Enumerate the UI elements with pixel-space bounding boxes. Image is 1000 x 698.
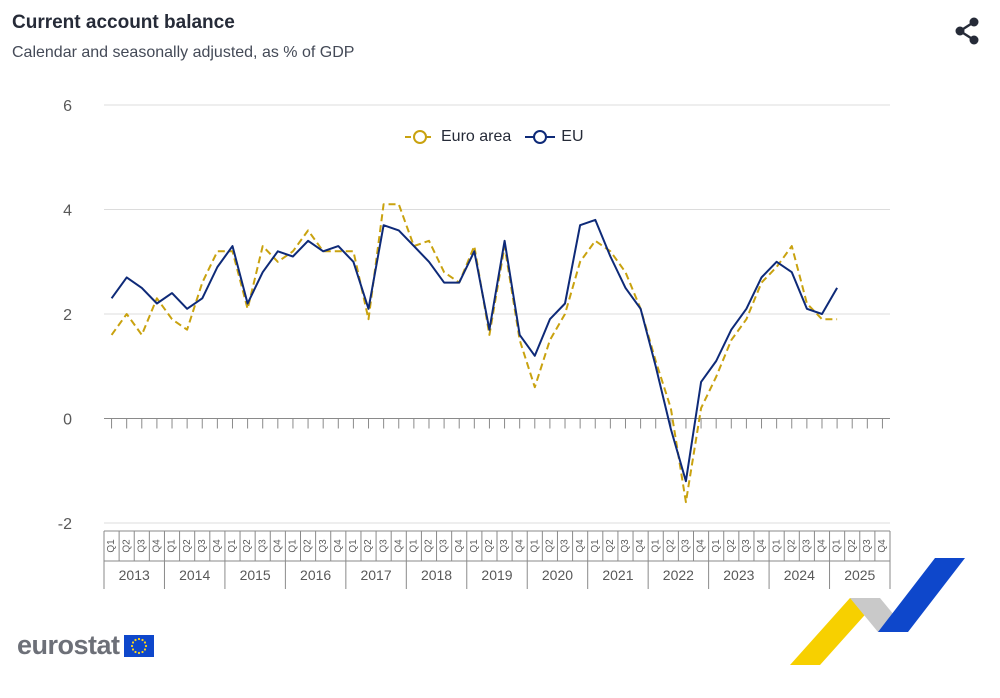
chart-legend: Euro area EU <box>405 124 584 150</box>
x-tick-label-quarter: Q2 <box>545 539 556 553</box>
x-tick-label-quarter: Q1 <box>348 539 359 553</box>
x-tick-label-quarter: Q3 <box>378 539 389 553</box>
x-tick-label-year: 2025 <box>844 567 875 583</box>
x-tick-label-quarter: Q4 <box>152 539 163 553</box>
x-tick-label-year: 2013 <box>119 567 150 583</box>
x-tick-label-quarter: Q3 <box>499 539 510 553</box>
x-tick-label-quarter: Q4 <box>454 539 465 553</box>
x-tick-label-quarter: Q4 <box>635 539 646 553</box>
x-tick-label-quarter: Q2 <box>182 539 193 553</box>
x-tick-label-quarter: Q4 <box>696 539 707 553</box>
x-tick-label-year: 2014 <box>179 567 210 583</box>
y-tick-label: -2 <box>58 516 72 533</box>
x-tick-label-quarter: Q3 <box>560 539 571 553</box>
x-tick-label-quarter: Q4 <box>393 539 404 553</box>
legend-marker-euro-area <box>405 130 435 144</box>
x-tick-label-year: 2022 <box>663 567 694 583</box>
x-tick-label-quarter: Q2 <box>847 539 858 553</box>
legend-label-eu: EU <box>561 128 584 145</box>
chart-title: Current account balance <box>12 12 235 33</box>
x-tick-label-quarter: Q2 <box>363 539 374 553</box>
x-tick-label-quarter: Q3 <box>318 539 329 553</box>
x-tick-label-quarter: Q2 <box>665 539 676 553</box>
y-tick-label: 0 <box>63 412 72 429</box>
x-tick-label-quarter: Q4 <box>817 539 828 553</box>
x-tick-label-quarter: Q1 <box>167 539 178 553</box>
x-tick-label-quarter: Q1 <box>409 539 420 553</box>
x-tick-label-year: 2015 <box>240 567 271 583</box>
eu-flag-icon <box>123 634 154 657</box>
y-tick-label: 6 <box>63 98 72 115</box>
x-tick-label-quarter: Q4 <box>514 539 525 553</box>
x-tick-label-year: 2017 <box>360 567 391 583</box>
x-tick-label-quarter: Q1 <box>832 539 843 553</box>
x-tick-label-quarter: Q2 <box>484 539 495 553</box>
x-tick-label-quarter: Q4 <box>756 539 767 553</box>
x-tick-label-quarter: Q3 <box>197 539 208 553</box>
x-tick-label-quarter: Q2 <box>605 539 616 553</box>
x-tick-label-quarter: Q2 <box>786 539 797 553</box>
legend-item-eu[interactable]: EU <box>525 127 584 147</box>
x-tick-label-quarter: Q1 <box>529 539 540 553</box>
eurostat-logo: eurostat <box>17 630 154 661</box>
x-tick-label-quarter: Q2 <box>121 539 132 553</box>
x-tick-label-quarter: Q2 <box>303 539 314 553</box>
x-tick-label-quarter: Q3 <box>620 539 631 553</box>
x-tick-label-quarter: Q1 <box>469 539 480 553</box>
x-tick-label-quarter: Q4 <box>333 539 344 553</box>
x-tick-label-quarter: Q1 <box>288 539 299 553</box>
x-tick-label-quarter: Q3 <box>862 539 873 553</box>
x-tick-label-quarter: Q3 <box>681 539 692 553</box>
x-tick-label-quarter: Q1 <box>650 539 661 553</box>
x-tick-label-year: 2021 <box>602 567 633 583</box>
x-tick-label-quarter: Q1 <box>227 539 238 553</box>
x-tick-label-quarter: Q4 <box>877 539 888 553</box>
x-tick-label-quarter: Q1 <box>771 539 782 553</box>
eurostat-ribbon-decoration <box>790 558 965 665</box>
x-tick-label-quarter: Q3 <box>802 539 813 553</box>
x-tick-label-quarter: Q2 <box>424 539 435 553</box>
x-tick-label-year: 2019 <box>481 567 512 583</box>
legend-label-euro-area: Euro area <box>441 128 512 145</box>
x-tick-label-quarter: Q1 <box>106 539 117 553</box>
x-tick-label-year: 2020 <box>542 567 573 583</box>
y-tick-label: 4 <box>63 203 72 220</box>
x-tick-label-quarter: Q3 <box>439 539 450 553</box>
x-tick-label-quarter: Q1 <box>590 539 601 553</box>
share-icon[interactable] <box>950 14 984 48</box>
chart-subtitle: Calendar and seasonally adjusted, as % o… <box>12 44 355 61</box>
line-chart: -2 0 2 4 6 Q1 Q2 Q3 Q4 Q1 Q2 Q3 Q4 Q1 Q2 Q3 Q4 Q1 Q2 Q3 Q4 Q1… <box>58 98 891 589</box>
series-line-euro-area <box>110 203 838 504</box>
x-tick-label-year: 2018 <box>421 567 452 583</box>
x-tick-label-quarter: Q3 <box>136 539 147 553</box>
series-line-eu <box>110 218 838 483</box>
y-tick-label: 2 <box>63 307 72 324</box>
x-tick-label-quarter: Q1 <box>711 539 722 553</box>
x-tick-label-quarter: Q3 <box>257 539 268 553</box>
legend-item-euro-area[interactable]: Euro area <box>405 127 511 147</box>
x-tick-label-year: 2024 <box>784 567 815 583</box>
x-tick-label-quarter: Q4 <box>575 539 586 553</box>
logo-text: eurostat <box>17 630 120 660</box>
x-tick-label-quarter: Q2 <box>726 539 737 553</box>
x-tick-label-quarter: Q3 <box>741 539 752 553</box>
x-tick-label-year: 2023 <box>723 567 754 583</box>
x-tick-label-quarter: Q2 <box>242 539 253 553</box>
x-tick-label-year: 2016 <box>300 567 331 583</box>
x-tick-label-quarter: Q4 <box>272 539 283 553</box>
legend-marker-eu <box>525 130 556 144</box>
x-tick-label-quarter: Q4 <box>212 539 223 553</box>
